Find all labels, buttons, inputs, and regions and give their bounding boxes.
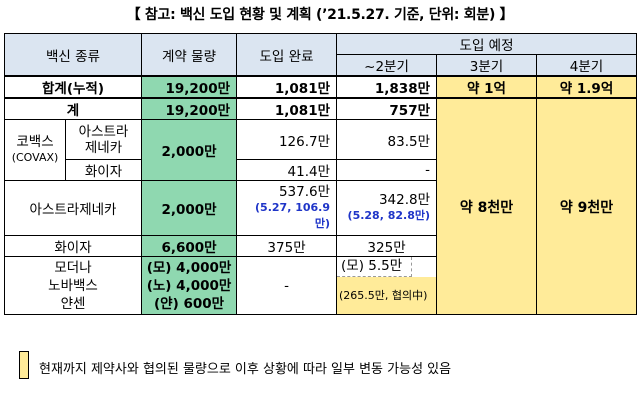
covax-az-q2: 83.5만 [336,119,438,160]
pfizer-q2: 325만 [336,235,438,257]
covax-az-label-1: 아스트라 [78,123,129,140]
moderna-q2: (모) 5.5만 [337,257,413,277]
covax-pfizer-label: 화이자 [64,159,143,181]
az-label: 아스트라제네카 [3,180,143,236]
legend-text: 현재까지 제약사와 협의된 물량으로 이후 상황에 따라 일부 변동 가능성 있… [39,362,452,377]
total-q2: 757만 [336,97,438,120]
total-cum-q4: 약 1.9억 [536,75,638,99]
novavax-label: 노바백스 [48,277,98,294]
janssen-label: 얀센 [60,295,86,312]
pfizer-label: 화이자 [3,235,143,257]
az-delivered-note-1: (5.27, 106.9 [255,201,331,214]
page-title: 【 참고: 백신 도입 현황 및 계획 (’21.5.27. 기준, 단위: 회… [126,7,514,23]
header-contract: 계약 물량 [141,33,238,77]
total-delivered: 1,081만 [236,97,338,120]
az-delivered-cell: 537.6만 (5.27, 106.9 만) [236,180,338,236]
header-q3: 3분기 [436,54,538,77]
covax-label-main: 코백스 [16,134,54,150]
others-delivered: - [236,256,338,315]
az-q2-cell: 342.8만 (5.28, 82.8만) [336,180,438,236]
moderna-contract: (모) 4,000만 [146,259,232,276]
others-label: 모더나 노바백스 얀센 [3,256,143,315]
total-cum-contract: 19,200만 [141,75,238,99]
janssen-contract: (얀) 600만 [153,295,225,312]
header-planned: 도입 예정 [336,33,638,55]
az-delivered-note-2: 만) [314,217,331,230]
novavax-contract: (노) 4,000만 [146,277,232,294]
covax-az-label: 아스트라 제네카 [64,119,143,160]
covax-contract: 2,000만 [141,119,238,181]
total-cum-q2: 1,838만 [336,75,438,99]
total-contract: 19,200만 [141,97,238,120]
header-delivered: 도입 완료 [236,33,338,77]
q4-future: 약 9천만 [536,97,638,315]
az-q2-note: (5.28, 82.8만) [347,209,431,222]
header-q2: ~2분기 [336,54,438,77]
covax-pfizer-delivered: 41.4만 [236,159,338,181]
az-delivered: 537.6만 [278,184,331,200]
az-q2: 342.8만 [378,192,431,208]
covax-label: 코백스 (COVAX) [4,119,66,181]
header-vaccine-type: 백신 종류 [3,33,143,77]
q3-future: 약 8천만 [436,97,538,315]
others-q2-negotiation: (265.5만, 협의中) [337,277,436,314]
row-total-cum-label: 합계(누적) [3,75,143,99]
total-cum-delivered: 1,081만 [236,75,338,99]
covax-pfizer-q2: - [336,159,438,181]
others-contract: (모) 4,000만 (노) 4,000만 (얀) 600만 [141,256,238,315]
row-total-label: 계 [3,97,143,120]
total-cum-q3: 약 1억 [436,75,538,99]
covax-az-delivered: 126.7만 [236,119,338,160]
covax-az-label-2: 제네카 [84,139,123,156]
pfizer-delivered: 375만 [236,235,338,257]
az-contract: 2,000만 [141,180,238,236]
moderna-label: 모더나 [54,259,92,276]
pfizer-contract: 6,600만 [141,235,238,257]
covax-label-sub: (COVAX) [11,151,59,164]
header-q4: 4분기 [536,54,638,77]
legend-swatch [19,351,29,379]
others-q2-cell: (모) 5.5만 (265.5만, 협의中) [336,256,438,315]
vaccine-table: 백신 종류 계약 물량 도입 완료 도입 예정 ~2분기 3분기 4분기 합계(… [3,33,638,315]
